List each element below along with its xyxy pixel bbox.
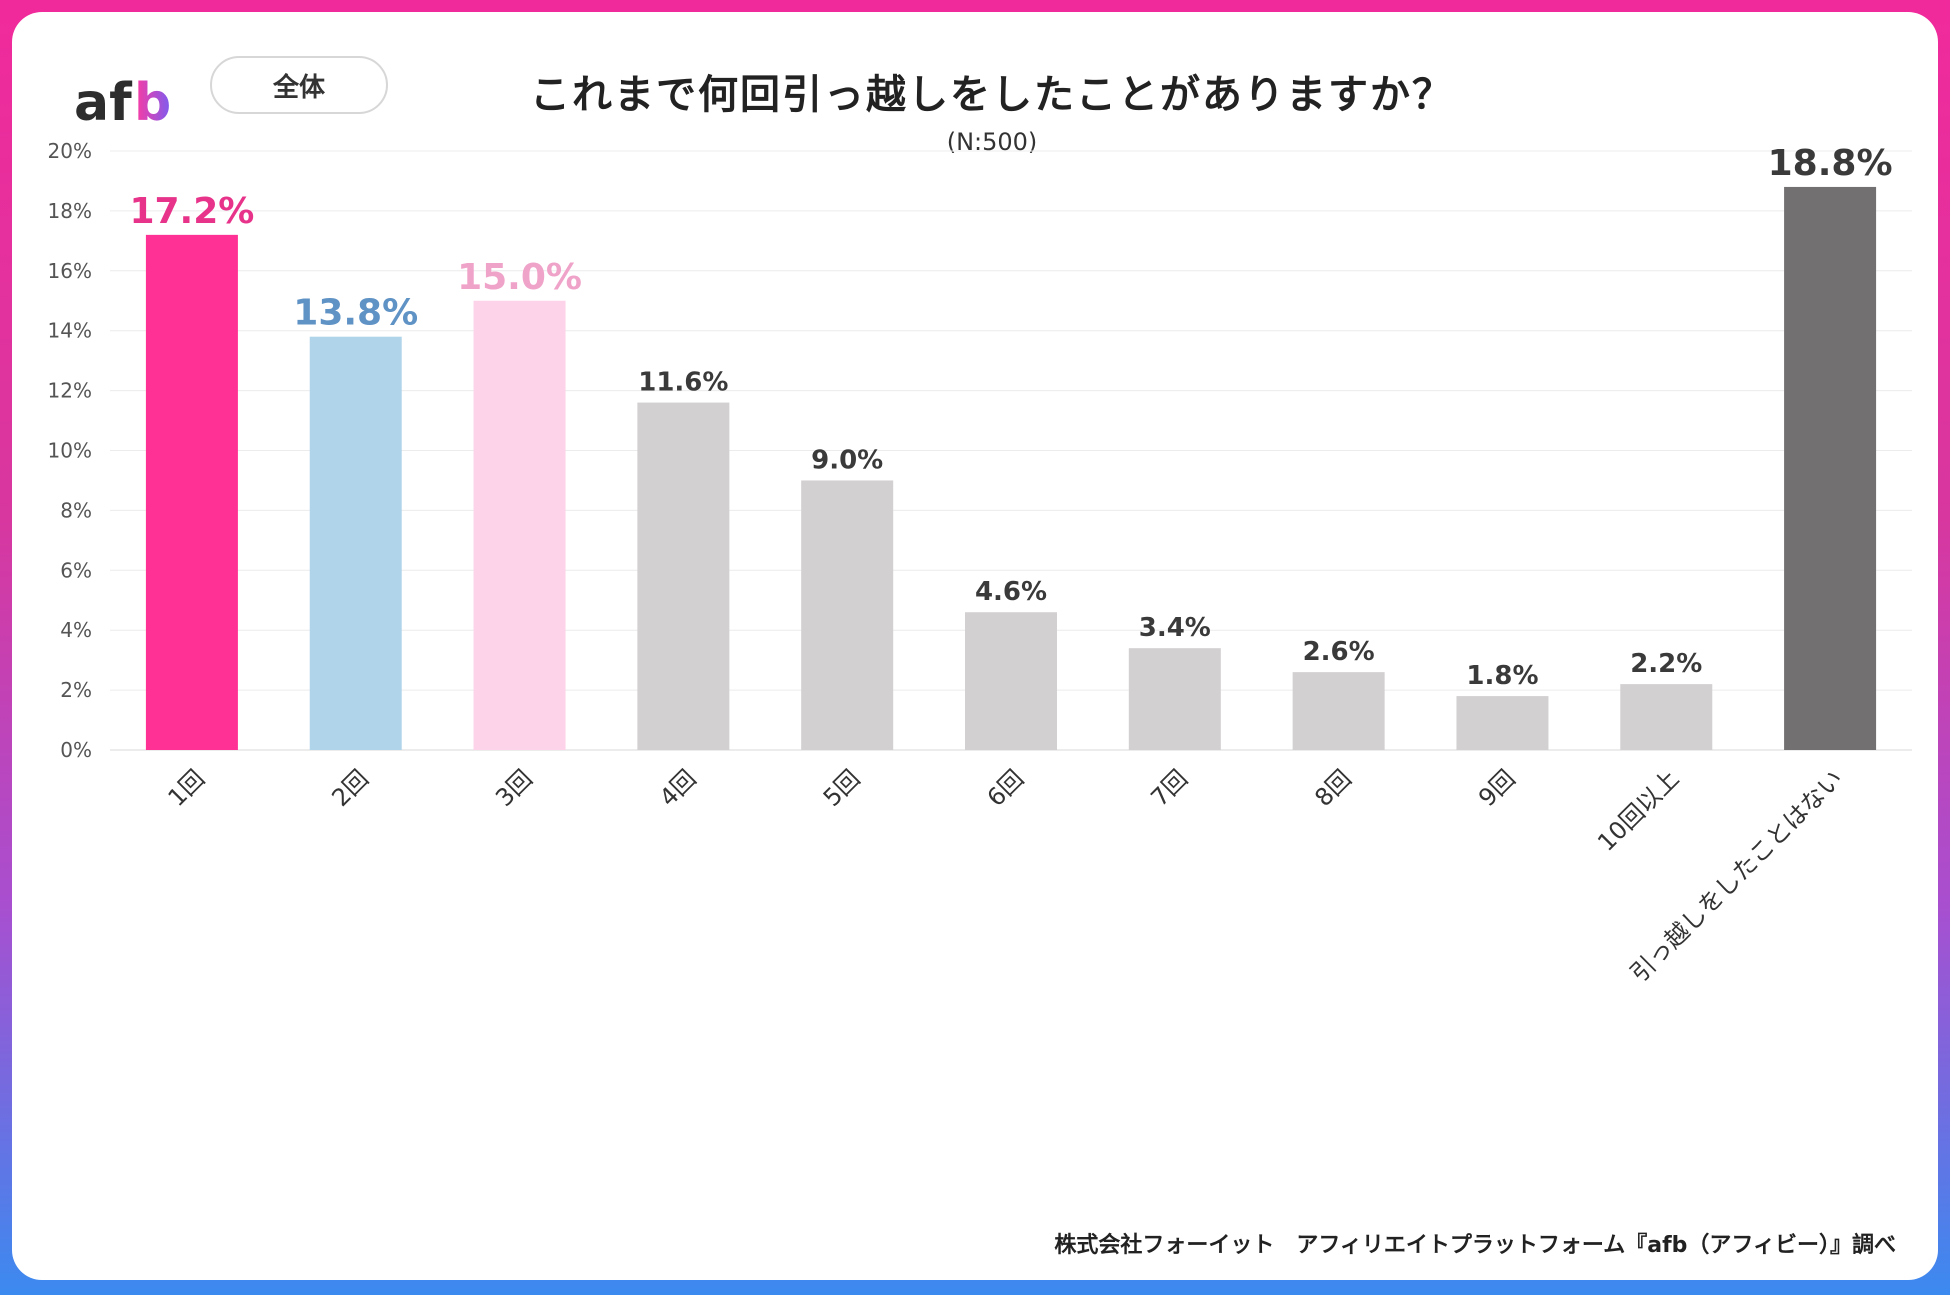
chart-card: af b 全体 これまで何回引っ越しをしたことがありますか？ (N:500) 0… [12,12,1938,1280]
data-label: 1.8% [1466,661,1538,691]
data-label: 15.0% [457,257,582,298]
bar [1620,684,1713,750]
data-label: 17.2% [129,191,254,232]
bar [801,480,894,750]
y-tick-label: 20% [48,139,92,163]
y-tick-label: 10% [48,439,92,463]
y-tick-label: 12% [48,379,92,403]
y-tick-label: 18% [48,199,92,223]
data-label: 11.6% [638,368,728,398]
bar [637,402,730,750]
category-label: 5回 [818,764,866,812]
bar [309,336,402,750]
data-label: 3.4% [1139,613,1211,643]
category-label: 8回 [1309,764,1357,812]
category-label: 6回 [982,764,1030,812]
svg-text:b: b [134,73,171,133]
segment-badge: 全体 [210,56,388,114]
bar [965,612,1057,750]
afb-logo: af b [74,73,171,133]
data-label: 9.0% [811,445,883,475]
source-credit: 株式会社フォーイット アフィリエイトプラットフォーム『afb（アフィビー）』調べ [1054,1233,1896,1258]
data-label: 2.6% [1303,637,1375,667]
data-label: 2.2% [1630,649,1702,679]
bar [1456,696,1549,750]
bar-chart: 0% 2% 4% 6% 8% 10% 12% 14% 16% 18% 20% 17.2% 1回 13.8%… [48,139,1912,988]
data-label: 13.8% [293,293,418,334]
bar [473,300,566,750]
bar [1128,648,1221,750]
y-tick-label: 4% [60,618,92,642]
chart-title: これまで何回引っ越しをしたことがありますか？ [530,72,1454,118]
y-tick-label: 2% [60,678,92,702]
category-label: 7回 [1145,764,1193,812]
y-tick-label: 0% [60,738,92,762]
category-label: 1回 [163,764,211,812]
category-label: 10回以上 [1592,764,1684,856]
svg-text:af: af [74,73,133,133]
y-tick-label: 6% [60,558,92,582]
data-label: 4.6% [975,577,1047,607]
y-tick-label: 16% [48,259,92,283]
category-label: 3回 [490,764,538,812]
y-tick-label: 14% [48,319,92,343]
y-tick-label: 8% [60,498,92,522]
bar [145,234,238,751]
category-label: 9回 [1473,764,1521,812]
data-label: 18.8% [1768,143,1893,184]
category-label: 2回 [326,764,374,812]
bar [1292,672,1385,750]
category-label: 4回 [654,764,702,812]
bar [1784,186,1877,750]
